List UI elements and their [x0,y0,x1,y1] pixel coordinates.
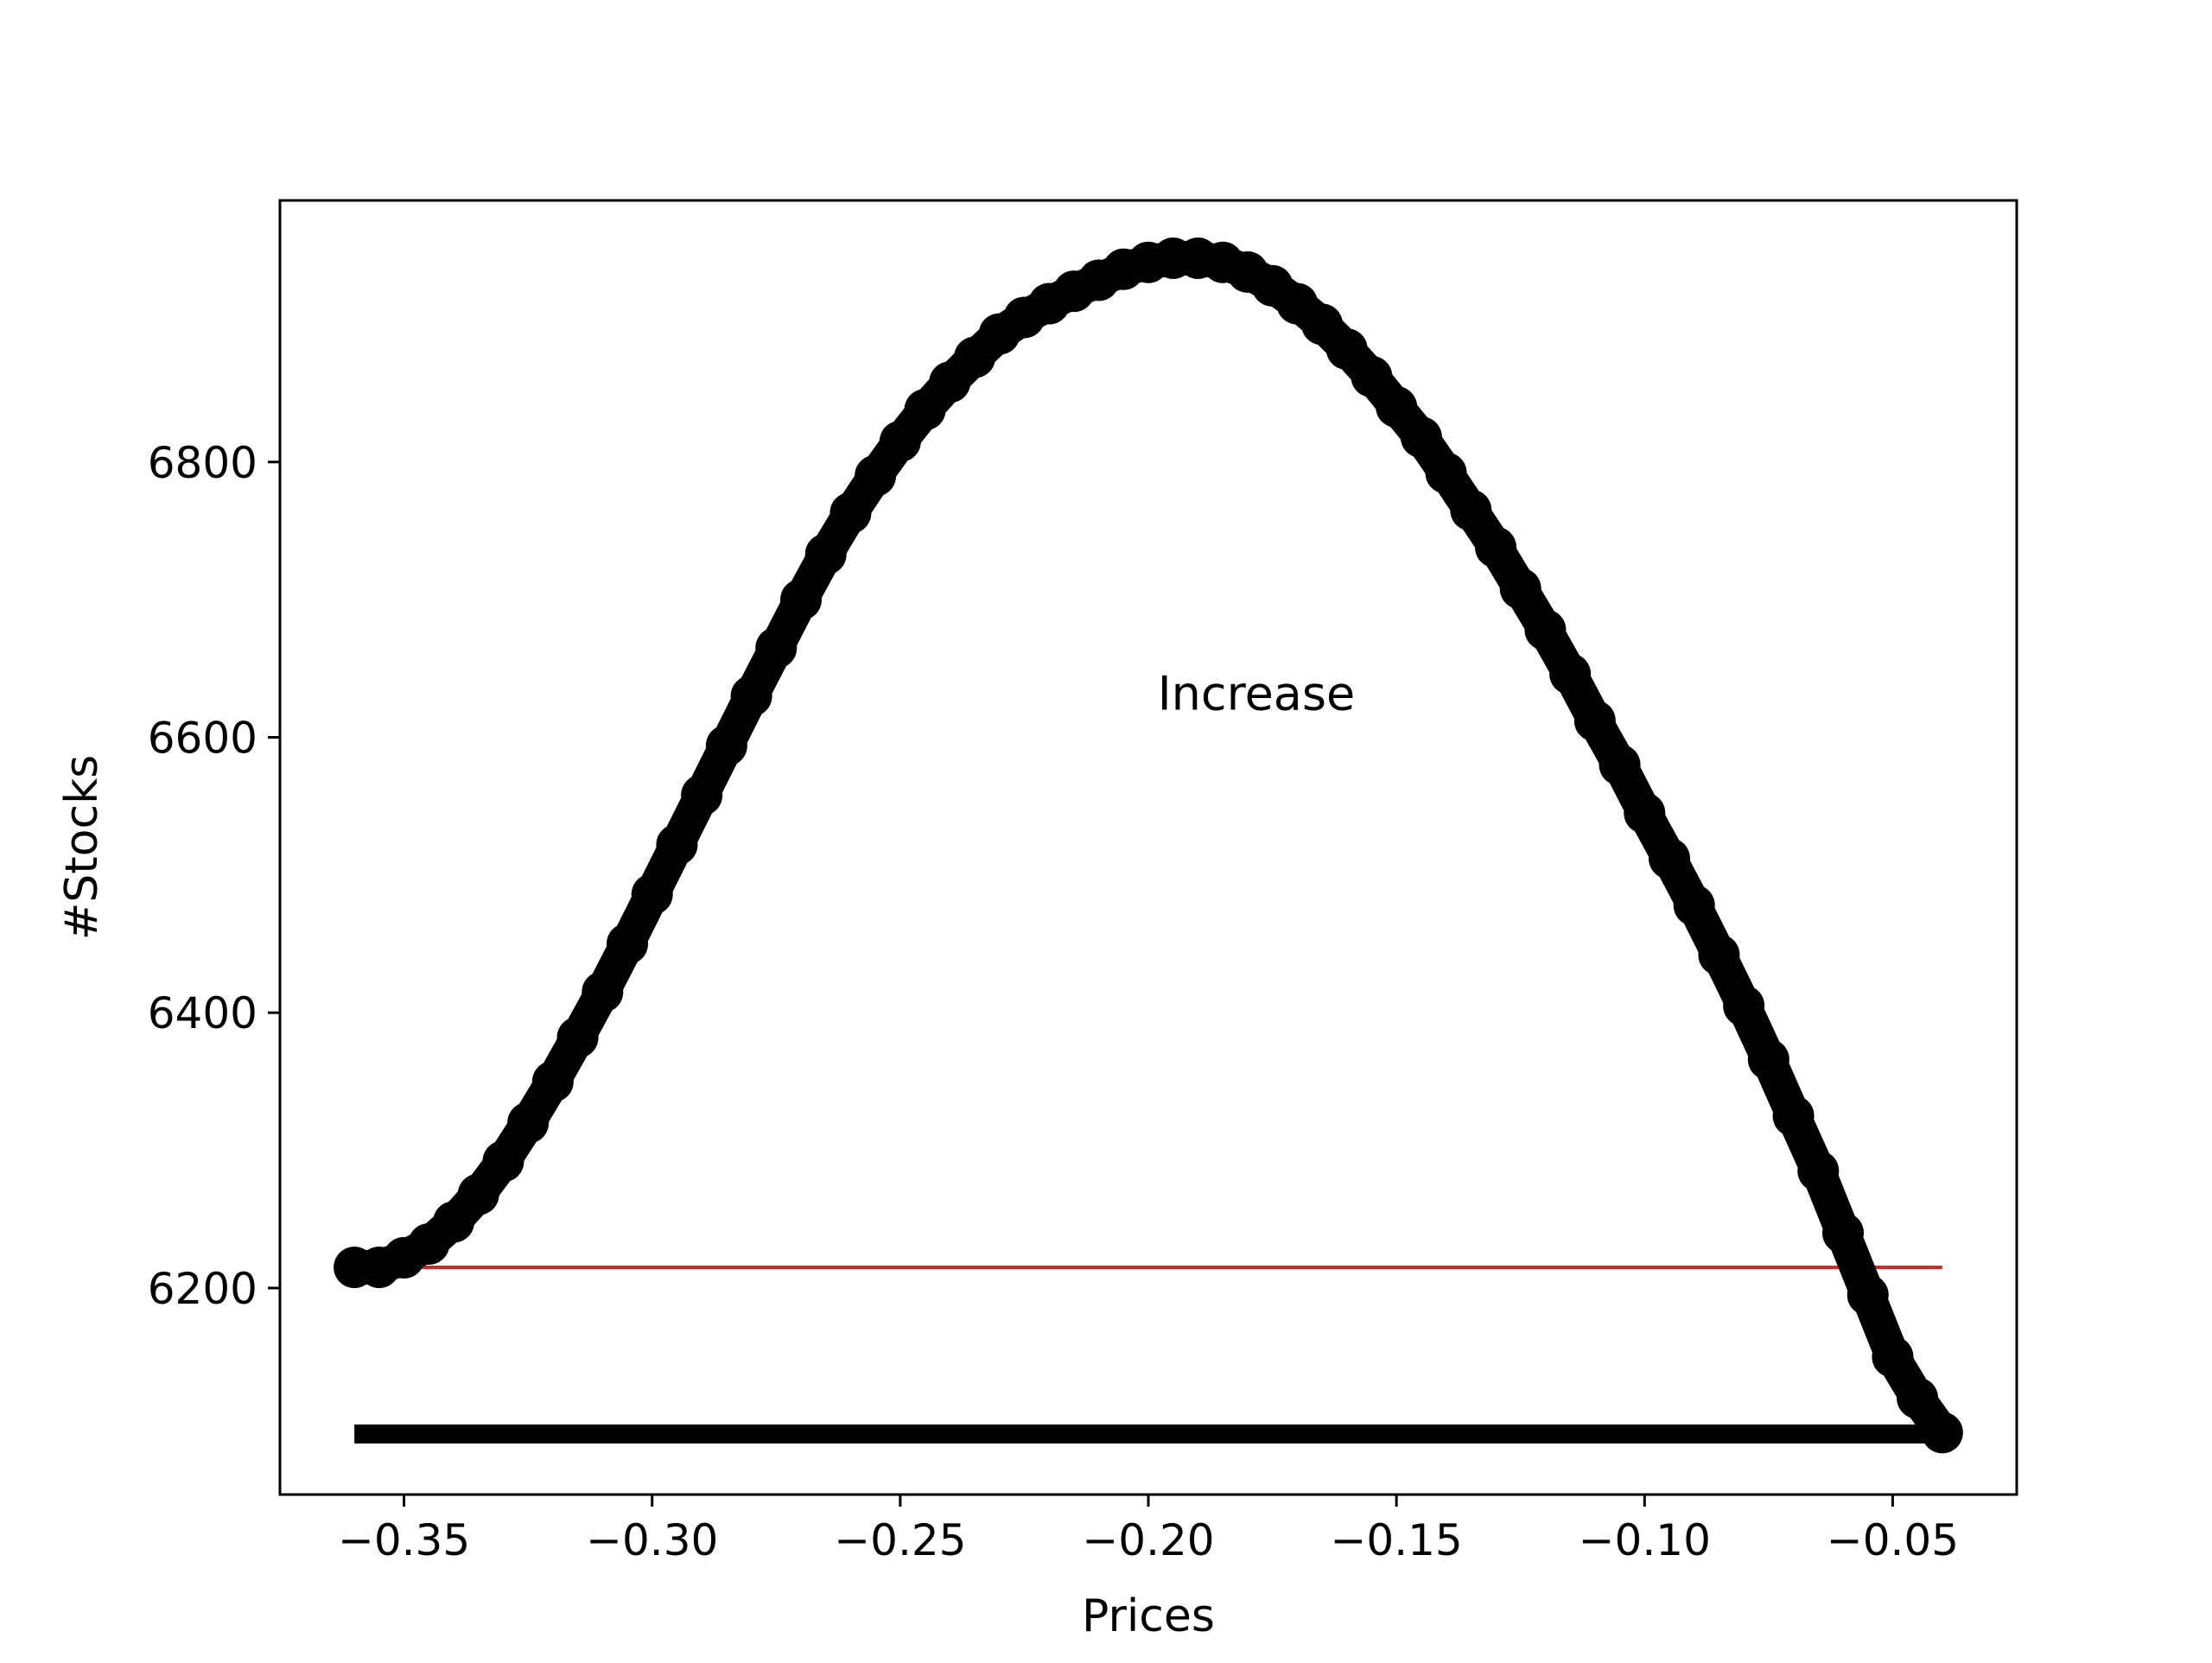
data-point [1897,1377,1939,1419]
x-tick-label: −0.35 [338,1515,470,1565]
data-point [1524,609,1567,651]
data-point [1772,1095,1815,1137]
data-point [1325,328,1368,371]
data-point [879,420,921,462]
data-point [631,873,673,916]
data-point [1351,355,1393,397]
data-point [705,725,747,767]
data-point [656,823,698,866]
data-point [457,1173,499,1216]
data-point [531,1060,574,1102]
x-axis-label: Prices [1082,1590,1215,1642]
data-point [904,389,946,431]
x-tick-label: −0.30 [586,1515,718,1565]
data-point [1499,568,1541,610]
data-point [1673,884,1715,926]
data-point [681,774,723,816]
data-point [1649,837,1690,879]
data-point [1450,489,1492,531]
data-point [1723,985,1765,1027]
x-tick-label: −0.15 [1331,1515,1463,1565]
data-point [556,1016,599,1058]
plot-area [334,237,1963,1454]
x-tick-label: −0.05 [1827,1515,1959,1565]
data-point [1573,700,1616,742]
data-point [1599,744,1641,786]
data-point [804,533,847,575]
y-tick-label: 6600 [148,714,257,764]
y-axis: 6200 6400 6600 6800 [148,438,280,1314]
data-point [830,492,872,534]
y-tick-label: 6400 [148,988,257,1038]
data-point [1475,526,1516,568]
data-point [1747,1038,1789,1081]
data-point [607,923,648,965]
data-point [1847,1273,1889,1316]
data-point [433,1201,474,1243]
data-point [1425,452,1467,494]
data-point [1376,386,1418,428]
data-point [1698,934,1740,976]
data-point [582,971,624,1013]
data-point [780,579,822,621]
data-point [855,454,897,497]
x-tick-label: −0.25 [834,1515,966,1565]
data-point [1872,1336,1914,1378]
data-point [1822,1212,1864,1254]
data-point [1624,792,1666,835]
annotation-increase: Increase [1158,667,1356,721]
data-point [755,626,798,669]
y-tick-label: 6200 [148,1264,257,1314]
data-point [1549,653,1592,695]
data-point [1400,416,1442,459]
y-tick-label: 6800 [148,438,257,488]
x-axis: −0.35 −0.30 −0.25 −0.20 −0.15 −0.10 −0.05 [338,1495,1959,1565]
data-point [730,675,772,717]
x-tick-label: −0.10 [1579,1515,1711,1565]
y-axis-label: #Stocks [56,755,108,941]
data-point [1921,1412,1963,1454]
data-point [1797,1150,1840,1192]
x-tick-label: −0.20 [1082,1515,1214,1565]
data-point [507,1101,550,1144]
data-point [482,1140,524,1183]
